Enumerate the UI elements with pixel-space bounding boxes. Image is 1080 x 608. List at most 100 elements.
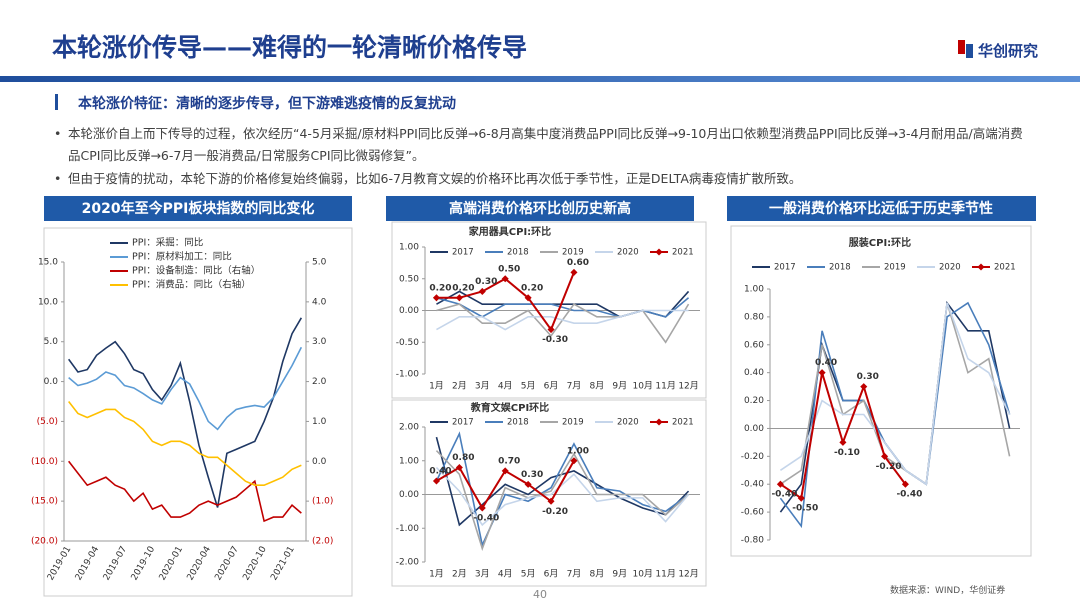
bullet-text: 但由于疫情的扰动，本轮下游的价格修复始终偏弱，比如6-7月教育文娱的价格环比再次…: [68, 171, 802, 186]
y-tick-label: (5.0): [37, 417, 58, 427]
x-tick-label: 2月: [452, 569, 467, 580]
x-tick-label: 7月: [567, 381, 582, 392]
data-label: 0.60: [567, 258, 589, 268]
y-tick-label: 1.00: [399, 456, 419, 466]
x-tick-label: 7月: [567, 569, 582, 580]
chart-frame: [730, 225, 1032, 557]
y-tick-label: -0.60: [741, 508, 765, 518]
page-number: 40: [533, 588, 547, 601]
y-tick-label: 0.60: [744, 340, 764, 350]
y-tick-label: -2.00: [396, 558, 420, 568]
y-tick-label: 0.00: [399, 490, 419, 500]
data-label: 0.20: [429, 283, 451, 293]
chart-title: 服装CPI:环比: [849, 236, 911, 249]
bullet: • 但由于疫情的扰动，本轮下游的价格修复始终偏弱，比如6-7月教育文娱的价格环比再…: [54, 171, 802, 186]
logo-icon: [958, 40, 965, 54]
x-tick-label: 5月: [521, 381, 536, 392]
source-note: 数据来源：WIND，华创证券: [890, 586, 1006, 596]
series-line: [68, 460, 302, 523]
point-marker: [776, 480, 784, 488]
series-line: [436, 297, 690, 318]
bullet: • 本轮涨价自上而下传导的过程，依次经历“4-5月采掘/原材料PPI同比反弹→6-…: [54, 126, 1023, 163]
y-tick-label: 0.50: [399, 274, 419, 284]
point-marker: [432, 294, 440, 302]
x-tick-label: 2021-01: [269, 545, 296, 583]
x-tick-label: 2月: [452, 381, 467, 392]
y-tick-label: -0.80: [741, 536, 765, 546]
x-tick-label: 2019-04: [74, 545, 102, 583]
x-tick-label: 2019-07: [102, 545, 129, 583]
series-line: [779, 372, 907, 500]
y-tick-label: 3.0: [312, 337, 327, 347]
y-tick-label: 2.0: [312, 377, 327, 387]
y-tick-label: 0.80: [744, 312, 764, 322]
y-tick-label: (2.0): [312, 537, 333, 547]
x-tick-label: 10月: [632, 381, 652, 392]
series-line: [68, 401, 302, 486]
legend-label: 2017: [452, 248, 474, 258]
panel-header: [44, 196, 352, 221]
series-line: [435, 431, 690, 548]
legend-label: 2020: [939, 263, 961, 273]
y-tick-label: 5.0: [312, 258, 327, 268]
legend-label: PPI：原材料加工：同比: [132, 251, 232, 263]
data-label: -0.40: [771, 490, 797, 500]
series-line: [435, 466, 690, 527]
y-tick-label: 0.20: [744, 396, 764, 406]
legend-label: 2019: [562, 418, 584, 428]
chart-frame: [391, 221, 707, 399]
y-tick-label: 4.0: [312, 297, 327, 307]
data-label: 0.50: [498, 264, 520, 274]
point-marker: [570, 457, 578, 465]
legend-marker: [655, 248, 663, 256]
y-tick-label: (10.0): [31, 457, 58, 467]
bullet-text: 本轮涨价自上而下传导的过程，依次经历“4-5月采掘/原材料PPI同比反弹→6-8…: [68, 126, 1023, 163]
x-tick-label: 3月: [475, 569, 490, 580]
x-tick-label: 3月: [475, 381, 490, 392]
x-tick-label: 6月: [544, 569, 559, 580]
point-marker: [432, 477, 440, 485]
point-marker: [818, 369, 826, 377]
data-label: 0.20: [521, 283, 543, 293]
point-marker: [524, 294, 532, 302]
y-tick-label: -0.50: [396, 338, 420, 348]
x-tick-label: 9月: [612, 381, 627, 392]
point-marker: [860, 383, 868, 391]
series-line: [435, 436, 690, 527]
y-tick-label: 1.00: [744, 285, 764, 295]
y-tick-label: -0.20: [741, 452, 765, 462]
x-tick-label: 11月: [655, 569, 675, 580]
data-label: -0.40: [896, 490, 922, 500]
x-tick-label: 11月: [655, 381, 675, 392]
chart-frame: [391, 399, 707, 587]
y-tick-label: -0.40: [741, 480, 765, 490]
legend-label: PPI：设备制造：同比（右轴）: [132, 265, 260, 277]
point-marker: [478, 287, 486, 295]
y-tick-label: 10.0: [38, 297, 58, 307]
y-tick-label: 0.0: [312, 457, 327, 467]
point-marker: [547, 497, 555, 505]
x-tick-label: 8月: [590, 569, 605, 580]
data-label: -0.50: [792, 504, 818, 514]
x-tick-label: 2019-01: [46, 545, 73, 583]
point-marker: [455, 463, 463, 472]
series-line: [436, 309, 689, 331]
slide-title: 本轮涨价传导——难得的一轮清晰价格传导: [52, 33, 528, 62]
panel-header: [386, 196, 694, 221]
point-marker: [501, 275, 509, 283]
y-tick-label: 5.0: [44, 337, 59, 347]
legend-label: 2018: [507, 418, 529, 428]
x-tick-label: 2020-10: [241, 545, 269, 583]
y-tick-label: 1.0: [312, 417, 327, 427]
x-tick-label: 12月: [678, 569, 698, 580]
y-tick-label: 0.40: [744, 368, 764, 378]
point-marker: [455, 294, 463, 302]
series-line: [779, 302, 1011, 486]
y-tick-label: 0.0: [44, 377, 59, 387]
x-tick-label: 5月: [521, 569, 536, 580]
legend-label: 2018: [829, 263, 851, 273]
data-label: -0.30: [542, 335, 568, 345]
data-label: 0.40: [815, 358, 837, 368]
y-tick-label: (15.0): [31, 497, 58, 507]
